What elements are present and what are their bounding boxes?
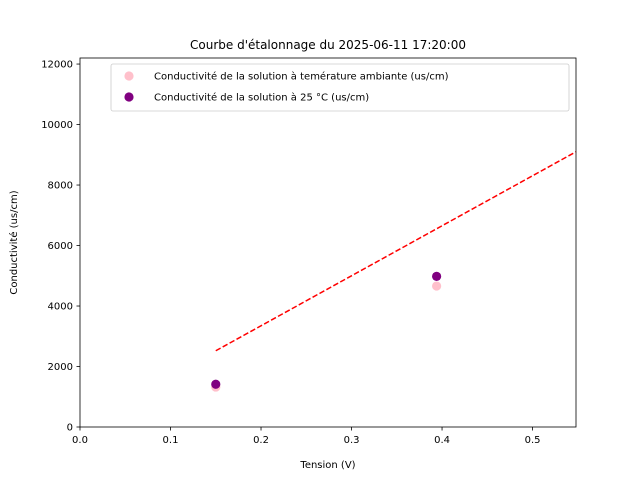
y-tick-label: 10000 <box>41 120 73 131</box>
x-axis-label: Tension (V) <box>299 460 355 471</box>
y-tick-label: 0 <box>67 423 73 434</box>
data-point-series-1 <box>211 379 221 389</box>
data-point-series-1 <box>432 271 442 281</box>
y-axis-ticks: 0 2000 4000 6000 8000 10000 12000 <box>41 60 80 434</box>
x-tick-label: 0.0 <box>72 435 88 446</box>
legend-marker <box>124 71 134 81</box>
legend-label: Conductivité de la solution à 25 °C (us/… <box>154 92 369 104</box>
x-tick-label: 0.2 <box>253 435 269 446</box>
axes-frame <box>79 57 577 428</box>
y-tick-label: 8000 <box>48 181 73 192</box>
legend-box <box>110 63 570 112</box>
legend-label: Conductivité de la solution à teméra­tur… <box>154 71 449 83</box>
y-tick-label: 4000 <box>48 302 73 313</box>
plot-area <box>211 151 577 392</box>
y-tick-label: 2000 <box>48 362 73 373</box>
data-point-series-0 <box>432 281 442 291</box>
legend-marker <box>124 92 134 102</box>
x-axis-ticks: 0.0 0.1 0.2 0.3 0.4 0.5 <box>72 427 541 446</box>
x-tick-label: 0.3 <box>344 435 360 446</box>
legend: Conductivité de la solution à teméra­tur… <box>110 63 570 112</box>
y-axis-label: Conductivité (us/cm) <box>8 190 20 294</box>
y-tick-label: 6000 <box>48 241 73 252</box>
fit-line <box>215 151 577 352</box>
chart-title: Courbe d'étalonnage du 2025-06-11 17:20:… <box>190 38 466 52</box>
y-tick-label: 12000 <box>41 60 73 71</box>
x-tick-label: 0.4 <box>434 435 450 446</box>
x-tick-label: 0.1 <box>163 435 179 446</box>
x-tick-label: 0.5 <box>525 435 541 446</box>
